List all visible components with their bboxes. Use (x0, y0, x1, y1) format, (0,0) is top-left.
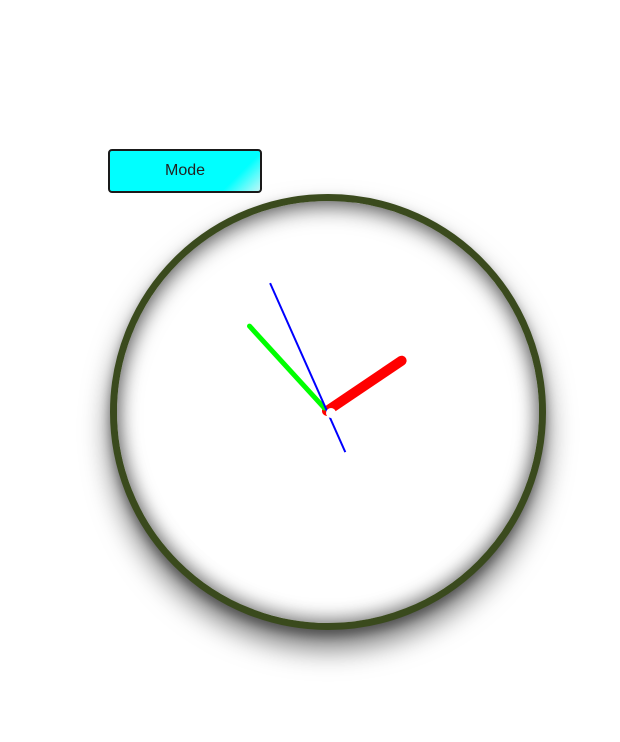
clock-face (110, 194, 546, 630)
mode-button[interactable]: Mode (108, 149, 262, 193)
